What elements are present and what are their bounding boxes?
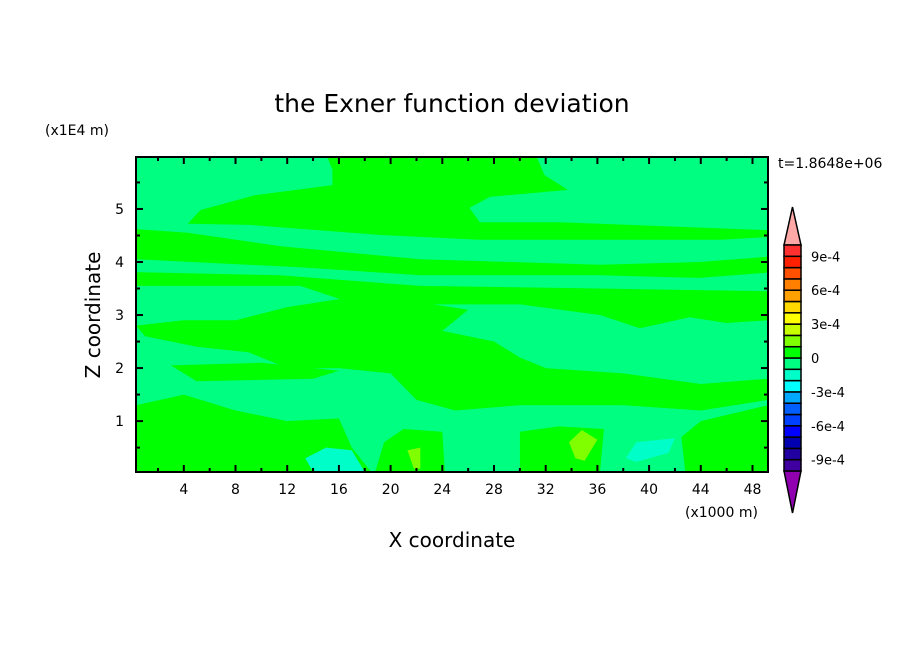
y-axis-label: Z coordinate: [81, 252, 105, 379]
colorbar-box: [783, 436, 802, 450]
contour-region: [136, 299, 768, 411]
colorbar-label: 0: [811, 352, 819, 367]
colorbar-box: [783, 266, 802, 280]
contour-region: [681, 405, 768, 472]
colorbar: 9e-4 6e-4 3e-4 0 -3e-4 -6e-4 -9e-4: [783, 206, 845, 514]
colorbar-label: 3e-4: [811, 318, 840, 333]
y-tick-label: 4: [115, 255, 124, 271]
colorbar-box: [783, 413, 802, 427]
colorbar-box: [783, 278, 802, 291]
contour-region: [136, 229, 768, 278]
contour-region: [569, 430, 598, 461]
colorbar-over-arrow: [783, 206, 802, 246]
contour-region: [170, 362, 339, 382]
colorbar-box: [783, 402, 802, 416]
colorbar-box: [783, 368, 802, 382]
time-label: t=1.8648e+06: [778, 156, 882, 172]
x-tick-label: 12: [278, 482, 296, 498]
contour-region: [649, 299, 768, 323]
colorbar-box: [783, 425, 802, 438]
colorbar-box: [783, 244, 802, 258]
colorbar-label: -9e-4: [811, 454, 845, 469]
x-tick-label: 24: [433, 482, 451, 498]
colorbar-label: 9e-4: [811, 250, 840, 265]
y-tick-label: 2: [115, 361, 124, 377]
colorbar-box: [783, 458, 802, 472]
colorbar-box: [783, 357, 802, 371]
x-tick-label: 36: [588, 482, 606, 498]
x-tick-label: 20: [382, 482, 400, 498]
contour-region: [407, 447, 421, 469]
x-tick-label: 32: [537, 482, 555, 498]
y-tick-label: 1: [115, 414, 124, 430]
x-tick-label: 48: [744, 482, 762, 498]
colorbar-box: [783, 255, 802, 269]
colorbar-label: -6e-4: [811, 420, 845, 435]
colorbar-label: 6e-4: [811, 284, 840, 299]
x-tick-label: 16: [330, 482, 348, 498]
contour-region: [187, 157, 768, 240]
colorbar-box: [783, 300, 802, 314]
colorbar-under-arrow: [783, 470, 802, 514]
colorbar-box: [783, 334, 802, 348]
x-tick-label: 28: [485, 482, 503, 498]
contour-region: [136, 394, 372, 472]
colorbar-box: [783, 312, 802, 325]
y-tick-label: 5: [115, 202, 124, 218]
x-tick-label: 44: [692, 482, 710, 498]
colorbar-box: [783, 323, 802, 337]
y-tick-label: 3: [115, 308, 124, 324]
contour-region: [136, 272, 768, 329]
colorbar-box: [783, 289, 802, 303]
x-tick-label: 8: [231, 482, 240, 498]
x-unit-label: (x1000 m): [685, 505, 758, 521]
contour-region: [305, 447, 365, 472]
colorbar-box: [783, 447, 802, 461]
y-unit-label: (x1E4 m): [45, 123, 109, 139]
x-axis-label: X coordinate: [389, 528, 516, 552]
contour-region: [625, 438, 675, 462]
colorbar-box: [783, 345, 802, 359]
chart-title: the Exner function deviation: [274, 89, 629, 118]
x-tick-label: 4: [179, 482, 188, 498]
colorbar-box: [783, 391, 802, 404]
colorbar-label: -3e-4: [811, 386, 845, 401]
plot-area: [136, 157, 768, 472]
x-tick-label: 40: [640, 482, 658, 498]
colorbar-box: [783, 379, 802, 393]
